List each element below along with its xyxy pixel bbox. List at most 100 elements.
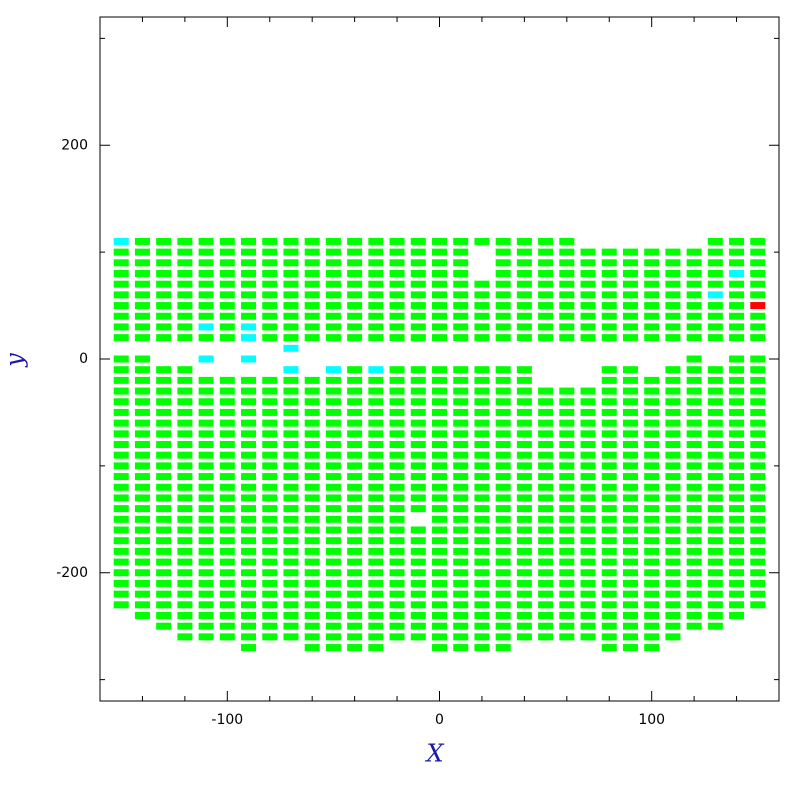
cell bbox=[432, 451, 447, 459]
cell bbox=[198, 419, 214, 427]
cell bbox=[113, 430, 129, 438]
cell bbox=[262, 387, 278, 395]
cell bbox=[410, 622, 426, 630]
cell bbox=[686, 483, 702, 491]
cell bbox=[432, 473, 447, 481]
cell bbox=[474, 569, 490, 577]
cell bbox=[347, 366, 363, 374]
cell bbox=[538, 483, 554, 491]
cell bbox=[707, 494, 723, 502]
cell bbox=[283, 537, 299, 545]
cell bbox=[516, 430, 532, 438]
cell bbox=[177, 601, 193, 609]
cell bbox=[559, 408, 575, 416]
cell bbox=[134, 462, 150, 470]
cell bbox=[665, 323, 681, 331]
y-tick-label: 200 bbox=[61, 137, 88, 153]
cell bbox=[177, 515, 193, 523]
cell bbox=[580, 387, 596, 395]
cell bbox=[729, 569, 745, 577]
cell bbox=[347, 558, 363, 566]
cell bbox=[283, 248, 299, 256]
cell bbox=[750, 601, 766, 609]
cell bbox=[134, 515, 150, 523]
cell bbox=[347, 451, 363, 459]
cell bbox=[559, 270, 575, 277]
cell bbox=[219, 291, 235, 299]
cell bbox=[644, 451, 660, 459]
cell bbox=[156, 601, 172, 609]
cell bbox=[729, 291, 745, 299]
cell bbox=[453, 259, 469, 267]
cell bbox=[113, 590, 129, 598]
cell bbox=[283, 430, 299, 438]
cell bbox=[601, 430, 617, 438]
cell bbox=[729, 387, 745, 395]
cell bbox=[262, 398, 278, 406]
cell bbox=[219, 483, 235, 491]
cell bbox=[750, 441, 766, 448]
cell bbox=[177, 526, 193, 534]
cell bbox=[665, 473, 681, 481]
cell bbox=[325, 248, 341, 256]
cell bbox=[622, 323, 638, 331]
cell bbox=[516, 622, 532, 630]
cell bbox=[432, 590, 447, 598]
cell bbox=[644, 259, 660, 267]
cell bbox=[559, 537, 575, 545]
cell bbox=[219, 494, 235, 502]
cell bbox=[750, 494, 766, 502]
cell bbox=[750, 473, 766, 481]
cell bbox=[538, 612, 554, 619]
cell bbox=[495, 270, 511, 277]
cell bbox=[686, 601, 702, 609]
cell bbox=[156, 494, 172, 502]
cell bbox=[219, 408, 235, 416]
cell bbox=[665, 366, 681, 374]
cell bbox=[177, 398, 193, 406]
cell bbox=[707, 237, 723, 245]
cell bbox=[750, 280, 766, 288]
cell bbox=[410, 537, 426, 545]
cell bbox=[134, 473, 150, 481]
cell bbox=[156, 569, 172, 577]
cell bbox=[644, 462, 660, 470]
cell bbox=[750, 237, 766, 245]
cell bbox=[580, 419, 596, 427]
cell bbox=[134, 280, 150, 288]
y-tick-label: 0 bbox=[79, 351, 88, 367]
cell bbox=[304, 408, 320, 416]
cell bbox=[177, 248, 193, 256]
cell bbox=[644, 558, 660, 566]
cell bbox=[686, 537, 702, 545]
cell bbox=[580, 547, 596, 555]
cell bbox=[495, 334, 511, 342]
cell bbox=[453, 601, 469, 609]
cell bbox=[474, 505, 490, 513]
cell bbox=[622, 280, 638, 288]
cell bbox=[198, 505, 214, 513]
cell bbox=[432, 387, 447, 395]
cell bbox=[516, 537, 532, 545]
cell bbox=[410, 387, 426, 395]
cell bbox=[432, 622, 447, 630]
cell bbox=[347, 579, 363, 587]
cell bbox=[474, 590, 490, 598]
cell bbox=[729, 270, 745, 277]
cell bbox=[495, 280, 511, 288]
cell bbox=[177, 590, 193, 598]
cell bbox=[665, 622, 681, 630]
cell bbox=[729, 483, 745, 491]
cell bbox=[495, 398, 511, 406]
cell bbox=[241, 558, 257, 566]
cell bbox=[580, 633, 596, 641]
cell bbox=[113, 270, 129, 277]
cell bbox=[495, 494, 511, 502]
cell bbox=[516, 302, 532, 310]
cell bbox=[750, 270, 766, 277]
cell bbox=[283, 334, 299, 342]
cell bbox=[750, 334, 766, 342]
cell bbox=[410, 590, 426, 598]
cell bbox=[241, 270, 257, 277]
cell bbox=[241, 376, 257, 384]
